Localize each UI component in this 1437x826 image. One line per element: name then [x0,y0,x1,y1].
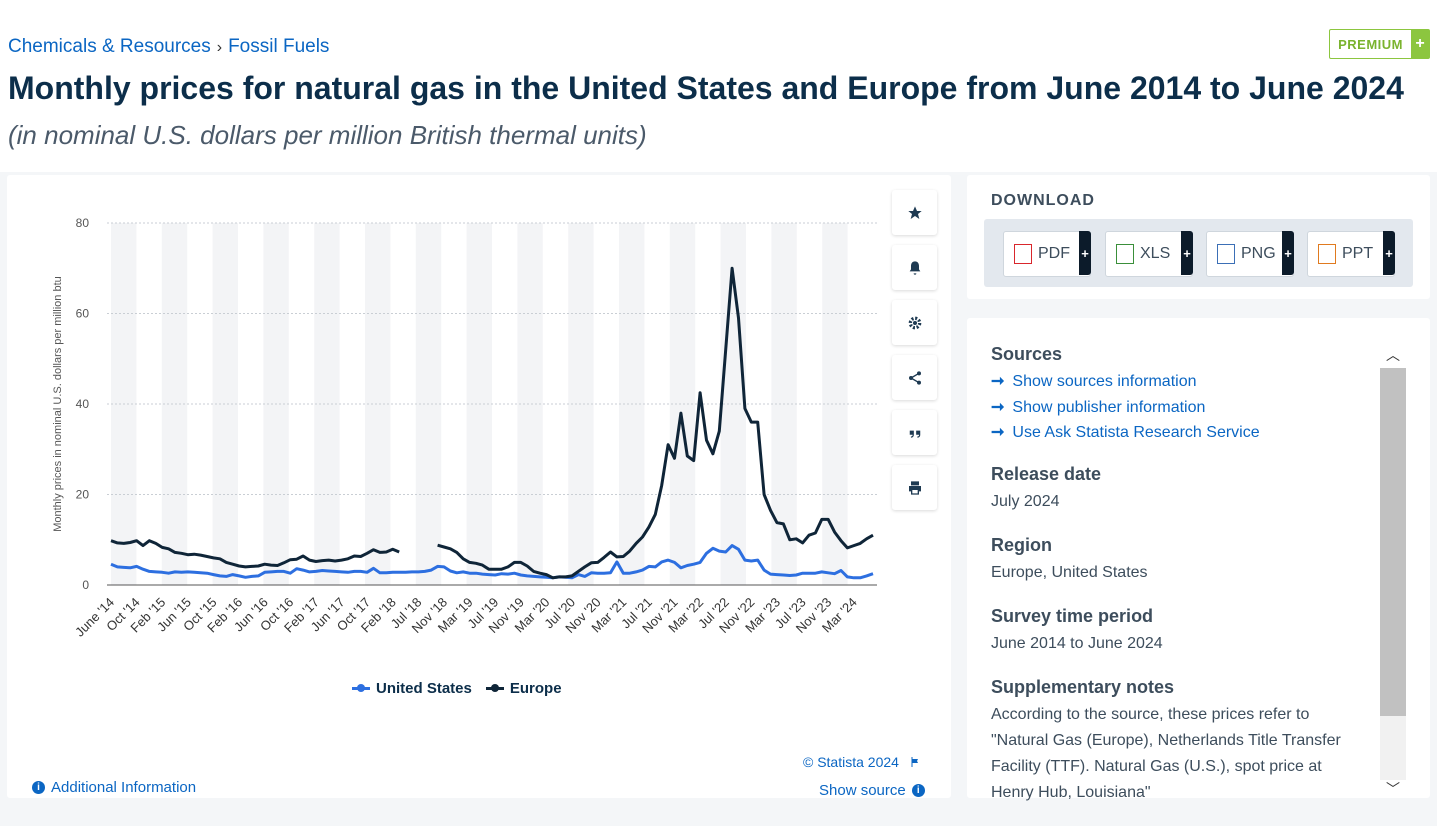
page-title: Monthly prices for natural gas in the Un… [8,70,1404,106]
download-ppt-label: PPT [1342,245,1374,262]
pdf-file-icon [1014,244,1032,264]
download-title: DOWNLOAD [991,192,1095,209]
show-publisher-link[interactable]: ➞ Show publisher information [991,395,1361,421]
premium-plus-icon: + [1411,30,1429,58]
premium-label: PREMIUM [1338,36,1403,52]
line-chart: 0 20 40 60 80 Monthly prices in nominal U.S. … [52,216,877,640]
ask-statista-link[interactable]: ➞ Use Ask Statista Research Service [991,420,1361,446]
sources-heading: Sources [991,344,1063,364]
show-sources-link[interactable]: ➞ Show sources information [991,369,1361,395]
xls-file-icon [1116,244,1134,264]
breadcrumb-chemicals-resources[interactable]: Chemicals & Resources [8,36,211,57]
cite-button[interactable] [892,410,937,455]
chart-band [161,223,188,585]
copyright-text: © Statista 2024 [803,754,899,770]
series-line-united-states [110,544,874,580]
scrollbar-thumb[interactable] [1380,368,1406,716]
favorite-button[interactable] [892,190,937,235]
statista-copyright[interactable]: © Statista 2024 [803,754,921,770]
y-tick-label: 60 [76,307,90,321]
download-bar: PDF + XLS + PNG + PPT + [984,219,1413,287]
xls-plus-icon: + [1181,231,1193,275]
scroll-down-icon[interactable]: ﹀ [1380,780,1406,798]
legend-label-united-states: United States [376,680,472,697]
y-tick-label: 20 [76,488,90,502]
settings-button[interactable] [892,300,937,345]
download-xls-label: XLS [1140,245,1171,262]
supplementary-notes-heading: Supplementary notes [991,676,1175,697]
region-heading: Region [991,534,1052,555]
y-tick-label: 0 [82,578,89,592]
png-file-icon [1217,244,1235,264]
print-icon [908,480,921,495]
star-icon [907,205,922,219]
download-ppt-button[interactable]: PPT + [1307,231,1395,277]
header-area: Chemicals & Resources › Fossil Fuels PREMI… [0,0,1437,172]
bell-icon [909,260,920,275]
chart-legend: United States Europe [352,680,562,697]
show-source-label: Show source [819,782,906,799]
additional-information-link[interactable]: i Additional Information [32,779,196,796]
share-icon [908,370,921,385]
png-plus-icon: + [1282,231,1294,275]
show-sources-label: Show sources information [1012,373,1197,390]
chart-band [365,223,391,585]
download-png-button[interactable]: PNG + [1206,231,1294,277]
legend-swatch-europe [485,684,504,692]
breadcrumb: Chemicals & Resources › Fossil Fuels [8,36,329,58]
scroll-up-icon[interactable]: ︿ [1380,344,1406,366]
download-card: DOWNLOAD PDF + XLS + PNG + PPT + [967,175,1430,299]
release-date-heading: Release date [991,463,1102,484]
ppt-file-icon [1318,244,1336,264]
additional-information-label: Additional Information [51,779,197,796]
region-value: Europe, United States [991,563,1148,581]
flag-icon [911,757,918,767]
survey-period-value: June 2014 to June 2024 [991,634,1163,652]
arrow-right-icon: ➞ [991,373,1005,390]
chart-card: 0 20 40 60 80 Monthly prices in nominal U.S. … [7,175,951,798]
notification-button[interactable] [892,245,937,290]
breadcrumb-separator: › [216,39,223,56]
legend-item-united-states[interactable]: United States [352,680,472,697]
chart-band [669,223,696,585]
release-date-value: July 2024 [991,492,1060,510]
y-tick-label: 80 [76,216,90,230]
share-button[interactable] [892,355,937,400]
print-button[interactable] [892,465,937,510]
premium-badge[interactable]: PREMIUM + [1329,29,1430,59]
y-axis-label: Monthly prices in nominal U.S. dollars p… [52,276,64,532]
legend-label-europe: Europe [509,680,562,697]
chart-band [517,223,543,585]
legend-item-europe[interactable]: Europe [485,680,562,697]
quote-icon [909,430,920,438]
pdf-plus-icon: + [1079,231,1091,275]
info-icon: i [911,784,925,797]
breadcrumb-fossil-fuels[interactable]: Fossil Fuels [228,36,330,57]
arrow-right-icon: ➞ [991,398,1005,416]
legend-swatch-united-states [352,684,370,692]
gear-icon [908,316,921,329]
arrow-right-icon: ➞ [991,424,1005,441]
ask-statista-label: Use Ask Statista Research Service [1012,424,1260,441]
info-card: Sources ➞ Show sources information ➞ Show … [967,318,1430,801]
download-xls-button[interactable]: XLS + [1105,231,1193,277]
ppt-plus-icon: + [1383,231,1395,275]
page-subtitle: (in nominal U.S. dollars per million Bri… [8,120,647,150]
show-publisher-label: Show publisher information [1012,398,1206,416]
supplementary-notes-value: According to the source, these prices re… [991,705,1341,801]
series-line-europe [110,266,874,580]
info-panel: Sources ➞ Show sources information ➞ Show … [991,344,1361,826]
info-icon: i [32,781,45,794]
chart-toolbar [892,190,937,520]
y-tick-label: 40 [76,397,90,411]
download-pdf-button[interactable]: PDF + [1003,231,1091,277]
survey-period-heading: Survey time period [991,605,1154,626]
download-pdf-label: PDF [1038,245,1070,262]
show-source-link[interactable]: Show source i [819,782,925,799]
download-png-label: PNG [1241,245,1276,262]
